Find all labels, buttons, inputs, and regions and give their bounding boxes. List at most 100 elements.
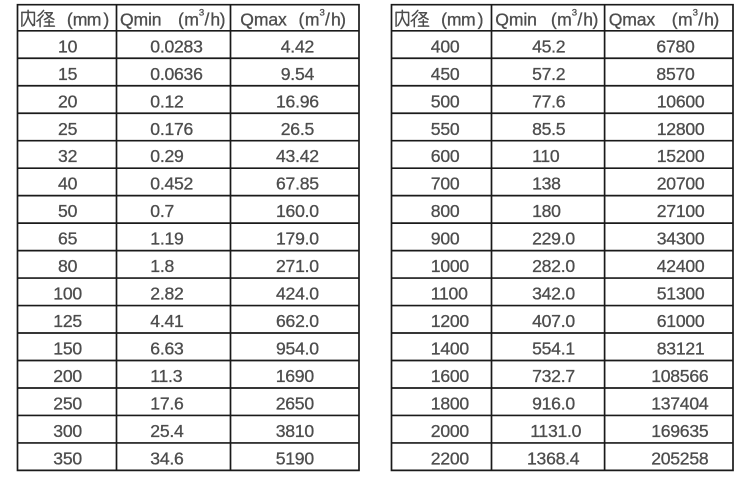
svg-text:mm: mm	[447, 9, 475, 29]
svg-text:0.0636: 0.0636	[150, 64, 203, 84]
svg-text:1690: 1690	[276, 366, 315, 386]
svg-text:160.0: 160.0	[276, 201, 319, 221]
svg-text:916.0: 916.0	[532, 394, 575, 414]
svg-text:250: 250	[53, 394, 82, 414]
svg-text:1368.4: 1368.4	[527, 448, 580, 468]
svg-text:11.3: 11.3	[150, 366, 182, 386]
svg-text:3: 3	[319, 8, 324, 19]
svg-text:138: 138	[532, 174, 561, 194]
svg-text:): )	[713, 9, 719, 29]
svg-text:m: m	[678, 9, 693, 29]
svg-text:2650: 2650	[276, 394, 315, 414]
svg-text:43.42: 43.42	[276, 146, 319, 166]
svg-text:0.12: 0.12	[150, 91, 183, 111]
svg-text:15200: 15200	[657, 146, 705, 166]
svg-text:1200: 1200	[431, 311, 470, 331]
svg-text:): )	[478, 9, 484, 29]
svg-text:/: /	[325, 9, 330, 29]
svg-text:40: 40	[58, 174, 78, 194]
svg-text:67.85: 67.85	[276, 174, 319, 194]
svg-text:80: 80	[58, 256, 78, 276]
svg-text:0.452: 0.452	[150, 174, 193, 194]
svg-text:600: 600	[431, 146, 460, 166]
svg-text:205258: 205258	[651, 448, 709, 468]
svg-text:65: 65	[58, 229, 78, 249]
svg-text:100: 100	[53, 284, 82, 304]
svg-text:25: 25	[58, 119, 78, 139]
svg-text:m: m	[305, 9, 320, 29]
svg-text:16.96: 16.96	[276, 91, 319, 111]
svg-text:2000: 2000	[431, 421, 470, 441]
svg-text:20: 20	[58, 91, 78, 111]
svg-text:(: (	[178, 9, 184, 29]
svg-text:200: 200	[53, 366, 82, 386]
svg-text:85.5: 85.5	[532, 119, 566, 139]
svg-text:27100: 27100	[657, 201, 705, 221]
svg-text:137404: 137404	[651, 394, 709, 414]
svg-text:0.176: 0.176	[150, 119, 193, 139]
svg-text:450: 450	[431, 64, 460, 84]
svg-text:/: /	[698, 9, 703, 29]
svg-text:m: m	[184, 9, 199, 29]
svg-text:Qmax: Qmax	[609, 9, 656, 29]
svg-text:25.4: 25.4	[150, 421, 184, 441]
svg-text:45.2: 45.2	[532, 36, 565, 56]
svg-text:0.29: 0.29	[150, 146, 183, 166]
svg-text:): )	[220, 9, 226, 29]
svg-text:3: 3	[693, 8, 698, 19]
svg-text:5190: 5190	[276, 448, 315, 468]
svg-text:(: (	[299, 9, 305, 29]
svg-text:271.0: 271.0	[276, 256, 319, 276]
svg-text:800: 800	[431, 201, 460, 221]
svg-text:0.0283: 0.0283	[150, 36, 203, 56]
svg-text:282.0: 282.0	[532, 256, 575, 276]
svg-text:): )	[340, 9, 346, 29]
svg-text:Qmax: Qmax	[240, 9, 287, 29]
svg-text:3: 3	[199, 8, 204, 19]
svg-text:1.19: 1.19	[150, 229, 183, 249]
svg-text:1.8: 1.8	[150, 256, 174, 276]
svg-text:51300: 51300	[657, 284, 705, 304]
svg-text:mm: mm	[73, 9, 101, 29]
svg-text:34.6: 34.6	[150, 448, 184, 468]
svg-text:407.0: 407.0	[532, 311, 575, 331]
svg-text:(: (	[441, 9, 447, 29]
svg-text:m: m	[557, 9, 572, 29]
svg-text:/: /	[577, 9, 582, 29]
svg-text:125: 125	[53, 311, 82, 331]
svg-text:12800: 12800	[657, 119, 705, 139]
svg-text:4.42: 4.42	[281, 36, 314, 56]
svg-text:500: 500	[431, 91, 460, 111]
svg-text:3: 3	[572, 8, 577, 19]
svg-text:424.0: 424.0	[276, 284, 319, 304]
svg-text:(: (	[551, 9, 557, 29]
svg-text:1400: 1400	[431, 339, 470, 359]
svg-text:20700: 20700	[657, 174, 705, 194]
svg-text:83121: 83121	[657, 339, 705, 359]
svg-text:954.0: 954.0	[276, 339, 319, 359]
svg-text:6.63: 6.63	[150, 339, 184, 359]
svg-text:229.0: 229.0	[532, 229, 575, 249]
svg-text:1000: 1000	[431, 256, 470, 276]
svg-text:10600: 10600	[657, 91, 705, 111]
svg-text:10: 10	[58, 36, 78, 56]
svg-text:26.5: 26.5	[281, 119, 315, 139]
svg-text:550: 550	[431, 119, 460, 139]
svg-text:34300: 34300	[657, 229, 705, 249]
svg-text:1131.0: 1131.0	[530, 421, 581, 441]
svg-text:61000: 61000	[657, 311, 705, 331]
svg-text:): )	[103, 9, 109, 29]
svg-text:(: (	[67, 9, 73, 29]
svg-text:732.7: 732.7	[532, 366, 575, 386]
svg-text:108566: 108566	[651, 366, 709, 386]
svg-text:15: 15	[58, 64, 78, 84]
svg-text:42400: 42400	[657, 256, 705, 276]
svg-text:3810: 3810	[276, 421, 315, 441]
svg-text:h: h	[704, 9, 714, 29]
svg-text:h: h	[210, 9, 220, 29]
svg-text:2200: 2200	[431, 448, 470, 468]
svg-text:17.6: 17.6	[150, 394, 184, 414]
svg-text:179.0: 179.0	[276, 229, 319, 249]
svg-text:6780: 6780	[656, 36, 695, 56]
svg-text:1100: 1100	[431, 284, 468, 304]
